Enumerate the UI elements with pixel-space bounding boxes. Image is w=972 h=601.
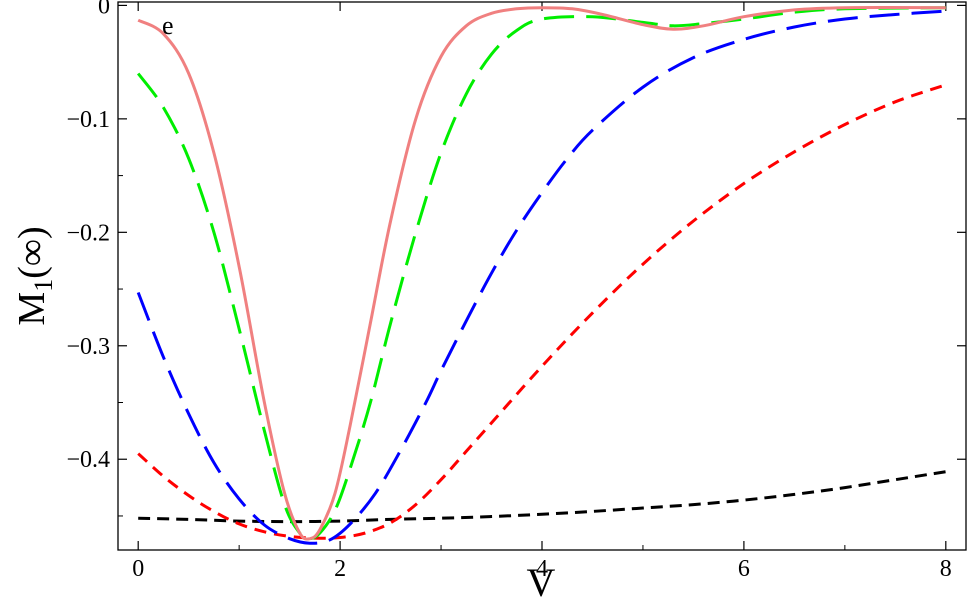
x-tick-label: 4 [536,556,548,582]
x-axis-label: V [527,560,556,601]
y-tick-label: −0.3 [66,334,110,360]
series-line-3 [136,6,946,541]
x-tick-label: 8 [940,556,952,582]
y-axis-label-main: M [11,292,53,326]
x-tick-label: 0 [132,556,144,582]
y-axis-label-sub: 1 [29,279,58,292]
y-tick-label: −0.2 [66,220,110,246]
panel-label: e [162,11,174,40]
plot-frame [117,1,967,551]
y-tick-label: −0.1 [66,107,110,133]
ticks: 0 2 4 6 8 0 −0.1 −0.2 −0.3 −0.4 [66,0,966,582]
series-line-2 [136,9,946,545]
x-tick-label: 2 [334,556,346,582]
x-tick-label: 6 [738,556,750,582]
series-line-1 [137,83,947,540]
series-line-4 [137,6,946,541]
series-layer [136,6,947,545]
y-axis-label-tail: (∞) [11,226,53,278]
y-tick-label: −0.4 [66,447,110,473]
series-line-0 [138,470,947,524]
y-axis-label: M1(∞) [11,226,58,325]
y-tick-label: 0 [98,0,110,19]
